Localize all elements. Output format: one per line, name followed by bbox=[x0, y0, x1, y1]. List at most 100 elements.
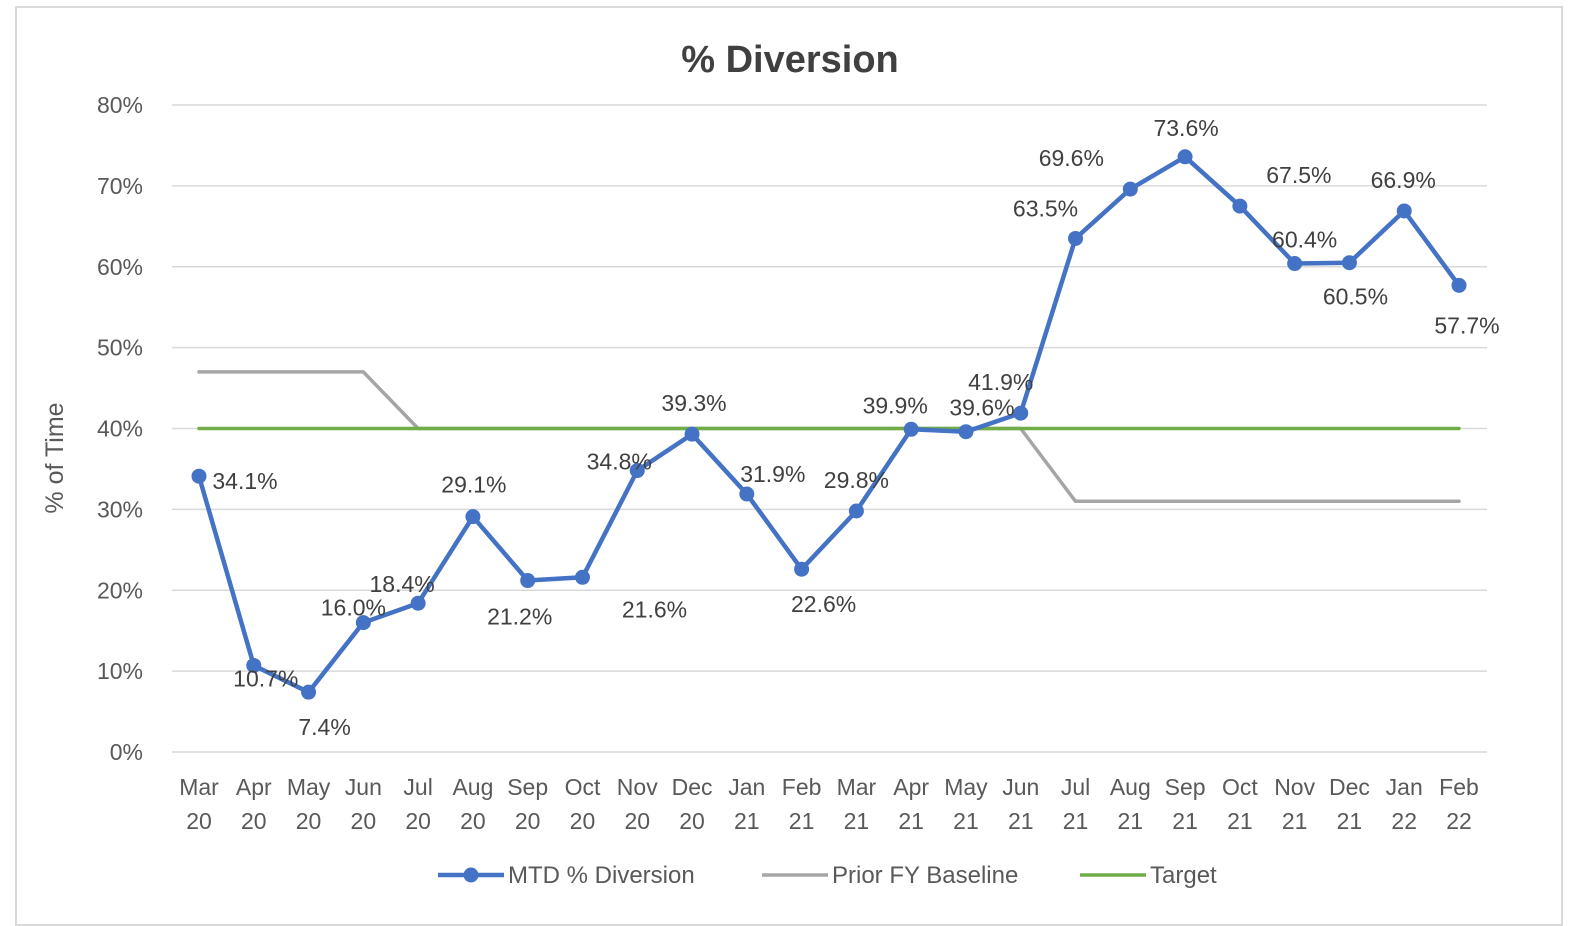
x-tick-label: 21 bbox=[844, 808, 870, 834]
data-point bbox=[574, 569, 590, 585]
data-point bbox=[629, 463, 645, 479]
x-tick-label: Sep bbox=[507, 774, 548, 800]
data-point bbox=[520, 573, 536, 589]
x-tick-label: 20 bbox=[186, 808, 212, 834]
x-tick-label: 21 bbox=[1282, 808, 1308, 834]
x-tick-label: 21 bbox=[1118, 808, 1144, 834]
y-axis-label: % of Time bbox=[41, 402, 69, 513]
data-label: 60.5% bbox=[1323, 284, 1388, 310]
data-label: 60.4% bbox=[1272, 227, 1337, 253]
data-label: 73.6% bbox=[1153, 115, 1218, 141]
data-label: 57.7% bbox=[1434, 312, 1499, 338]
x-tick-label: Mar bbox=[179, 774, 219, 800]
x-tick-label: 20 bbox=[460, 808, 486, 834]
data-point bbox=[1177, 149, 1193, 165]
x-tick-label: 20 bbox=[515, 808, 541, 834]
chart-frame bbox=[15, 6, 1563, 926]
x-tick-label: 21 bbox=[953, 808, 979, 834]
x-tick-label: Apr bbox=[236, 774, 272, 800]
data-label: 66.9% bbox=[1371, 167, 1436, 193]
data-label: 39.6% bbox=[949, 395, 1014, 421]
x-tick-label: Jan bbox=[1386, 774, 1423, 800]
data-label: 41.9% bbox=[968, 369, 1033, 395]
x-tick-label: 22 bbox=[1446, 808, 1472, 834]
x-tick-label: Nov bbox=[617, 774, 658, 800]
data-label: 18.4% bbox=[370, 571, 435, 597]
x-tick-label: Feb bbox=[1439, 774, 1479, 800]
data-label: 21.2% bbox=[487, 604, 552, 630]
x-tick-label: 21 bbox=[1337, 808, 1363, 834]
x-tick-label: 20 bbox=[351, 808, 377, 834]
data-label: 39.9% bbox=[863, 392, 928, 418]
data-label: 29.1% bbox=[441, 472, 506, 498]
x-tick-label: Sep bbox=[1165, 774, 1206, 800]
data-labels: 34.1% 10.7%7.4% 16.0%18.4% 29.1% 21.2% 21.6% 3… bbox=[212, 115, 1499, 740]
x-tick-label: 20 bbox=[679, 808, 705, 834]
x-tick-label: 20 bbox=[241, 808, 267, 834]
data-label: 34.1% bbox=[212, 468, 277, 494]
data-point bbox=[1068, 230, 1084, 246]
data-point bbox=[1341, 255, 1357, 271]
data-point bbox=[191, 468, 207, 484]
x-tick-label: 21 bbox=[898, 808, 924, 834]
x-tick-label: Jun bbox=[1002, 774, 1039, 800]
legend-item: Target bbox=[1150, 862, 1217, 889]
y-axis-ticks: 0% 10% 20% 30% 40% 50% 60% 70% 80% bbox=[97, 92, 143, 765]
y-tick-label: 20% bbox=[97, 577, 143, 603]
x-tick-label: 21 bbox=[734, 808, 760, 834]
y-tick-label: 70% bbox=[97, 173, 143, 199]
y-tick-label: 10% bbox=[97, 658, 143, 684]
x-tick-label: 20 bbox=[570, 808, 596, 834]
gridlines bbox=[172, 104, 1487, 753]
x-tick-label: Aug bbox=[1110, 774, 1151, 800]
legend-item: Prior FY Baseline bbox=[832, 862, 1018, 889]
y-tick-label: 30% bbox=[97, 496, 143, 522]
data-point bbox=[1396, 203, 1412, 219]
x-tick-label: Jan bbox=[728, 774, 765, 800]
x-tick-label: Jul bbox=[403, 774, 432, 800]
legend-item: MTD % Diversion bbox=[508, 862, 695, 889]
data-label: 16.0% bbox=[321, 595, 386, 621]
data-point bbox=[903, 421, 919, 437]
y-tick-label: 60% bbox=[97, 254, 143, 280]
x-tick-label: 20 bbox=[296, 808, 322, 834]
data-point bbox=[739, 486, 755, 502]
data-label: 21.6% bbox=[622, 596, 687, 622]
data-label: 31.9% bbox=[740, 461, 805, 487]
x-tick-label: 21 bbox=[1227, 808, 1253, 834]
y-tick-label: 50% bbox=[97, 335, 143, 361]
x-tick-label: 20 bbox=[405, 808, 431, 834]
x-axis-ticks: Mar 20 Apr 20 May 20 Jun 20 Jul 20 Aug 20 Sep 20 Oct 20… bbox=[179, 774, 1479, 834]
data-label: 69.6% bbox=[1039, 145, 1104, 171]
y-tick-label: 0% bbox=[110, 739, 143, 765]
data-label: 10.7% bbox=[233, 665, 298, 691]
x-tick-label: Jun bbox=[345, 774, 382, 800]
x-tick-label: May bbox=[944, 774, 988, 800]
x-tick-label: Oct bbox=[565, 774, 601, 800]
y-tick-label: 80% bbox=[97, 92, 143, 118]
data-label: 29.8% bbox=[824, 467, 889, 493]
data-point bbox=[246, 657, 262, 673]
data-label: 22.6% bbox=[791, 591, 856, 617]
data-point bbox=[1122, 181, 1138, 197]
x-tick-label: Oct bbox=[1222, 774, 1258, 800]
series-layer bbox=[191, 149, 1467, 700]
data-point bbox=[355, 615, 371, 631]
x-tick-label: Dec bbox=[1329, 774, 1370, 800]
y-tick-label: 40% bbox=[97, 416, 143, 442]
x-tick-label: 21 bbox=[1008, 808, 1034, 834]
x-tick-label: 21 bbox=[1063, 808, 1089, 834]
data-point bbox=[465, 509, 481, 525]
x-tick-label: 21 bbox=[1172, 808, 1198, 834]
data-label: 34.8% bbox=[587, 449, 652, 475]
series-line-mtd-diversion bbox=[196, 154, 1462, 695]
legend: MTD % Diversion Prior FY Baseline Target bbox=[438, 862, 1217, 889]
x-tick-label: Aug bbox=[452, 774, 493, 800]
data-point bbox=[684, 426, 700, 442]
data-label: 39.3% bbox=[661, 390, 726, 416]
x-tick-label: Dec bbox=[672, 774, 713, 800]
data-label: 7.4% bbox=[298, 714, 350, 740]
chart-title: % Diversion bbox=[681, 39, 899, 81]
x-tick-label: Mar bbox=[837, 774, 877, 800]
